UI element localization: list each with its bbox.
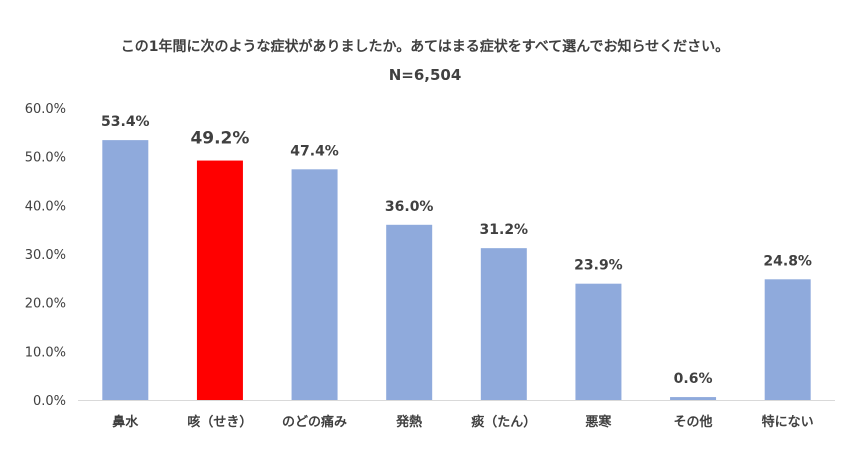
x-tick-label: のどの痛み xyxy=(282,414,347,430)
bar xyxy=(386,224,433,400)
data-label: 23.9% xyxy=(574,258,623,274)
y-tick-label: 60.0% xyxy=(25,102,66,117)
x-tick-label: 発熱 xyxy=(395,414,422,430)
y-tick-label: 10.0% xyxy=(25,345,66,360)
data-label: 0.6% xyxy=(674,371,713,387)
bar xyxy=(670,397,717,400)
data-label: 47.4% xyxy=(290,143,339,159)
bar xyxy=(575,283,622,400)
bar xyxy=(480,248,527,400)
y-tick-label: 50.0% xyxy=(25,151,66,166)
y-tick-label: 40.0% xyxy=(25,199,66,214)
data-label: 36.0% xyxy=(385,199,434,215)
x-tick-label: その他 xyxy=(674,414,713,430)
bar xyxy=(102,140,149,400)
data-label: 24.8% xyxy=(763,253,812,269)
bar xyxy=(764,279,811,400)
data-label: 31.2% xyxy=(480,222,529,238)
chart-subtitle: N=6,504 xyxy=(388,66,462,84)
y-tick-label: 30.0% xyxy=(25,248,66,263)
bar xyxy=(196,160,243,400)
x-tick-label: 悪寒 xyxy=(585,414,612,430)
x-tick-label: 咳（せき） xyxy=(187,414,252,430)
x-tick-label: 鼻水 xyxy=(112,414,139,430)
data-label: 49.2% xyxy=(190,129,249,149)
y-tick-label: 20.0% xyxy=(25,297,66,312)
bar xyxy=(291,169,338,400)
x-tick-label: 特にない xyxy=(762,414,814,430)
chart-title: この1年間に次のような症状がありましたか。あてはまる症状をすべて選んでお知らせく… xyxy=(120,39,730,55)
y-tick-label: 0.0% xyxy=(33,394,66,409)
x-tick-label: 痰（たん） xyxy=(471,414,536,430)
data-label: 53.4% xyxy=(101,114,150,130)
